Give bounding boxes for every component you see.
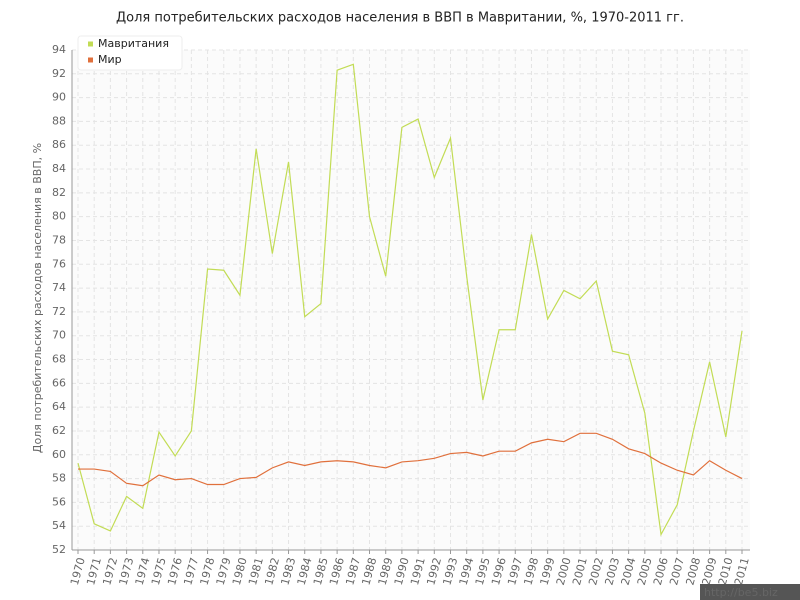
y-tick-label: 76 xyxy=(52,257,66,270)
y-tick-label: 58 xyxy=(52,472,66,485)
y-tick-label: 94 xyxy=(52,43,66,56)
y-tick-label: 92 xyxy=(52,67,66,80)
y-axis-label: Доля потребительских расходов населения … xyxy=(31,143,44,453)
y-tick-label: 86 xyxy=(52,138,66,151)
series-line xyxy=(77,63,743,537)
plot-background xyxy=(72,50,750,550)
y-tick-label: 70 xyxy=(52,329,66,342)
y-tick-label: 84 xyxy=(52,162,66,175)
y-tick-label: 56 xyxy=(52,495,66,508)
y-tick-label: 78 xyxy=(52,233,66,246)
y-tick-label: 74 xyxy=(52,281,66,294)
y-tick-label: 64 xyxy=(52,400,66,413)
y-tick-label: 66 xyxy=(52,376,66,389)
legend-swatch xyxy=(88,57,93,63)
series-line xyxy=(78,432,743,487)
y-tick-label: 90 xyxy=(52,91,66,104)
y-tick-label: 68 xyxy=(52,353,66,366)
legend: Мавритания Мир xyxy=(77,35,183,71)
legend-label: Мавритания xyxy=(98,37,169,50)
y-tick-label: 62 xyxy=(52,424,66,437)
y-tick-label: 80 xyxy=(52,210,66,223)
watermark: http://be5.biz xyxy=(704,586,778,599)
y-tick-label: 52 xyxy=(52,543,66,556)
y-tick-label: 72 xyxy=(52,305,66,318)
y-tick-label: 88 xyxy=(52,114,66,127)
chart-title: Доля потребительских расходов населения … xyxy=(116,11,684,26)
legend-swatch xyxy=(88,41,93,47)
legend-label: Мир xyxy=(98,53,122,66)
legend-box xyxy=(77,35,183,71)
y-tick-label: 54 xyxy=(52,519,66,532)
watermark-box xyxy=(700,584,800,600)
y-tick-label: 82 xyxy=(52,186,66,199)
y-tick-label: 60 xyxy=(52,448,66,461)
